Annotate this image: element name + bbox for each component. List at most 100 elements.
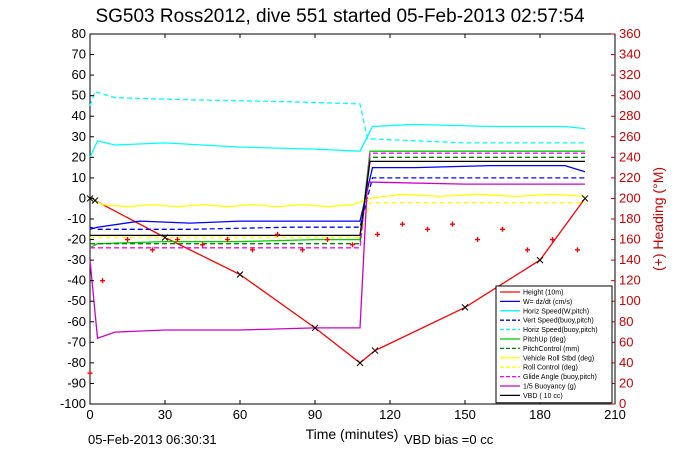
series-line-horiz-speed-buoy-pitch	[89, 90, 585, 144]
heading-marker	[375, 231, 380, 237]
depth-marker	[536, 256, 544, 264]
x-tick-label: 120	[379, 407, 401, 422]
axes-layer: 0 30 60 90 120 150 180 21080706050403020100-10-…	[60, 26, 641, 422]
heading-marker	[225, 237, 230, 243]
right-tick-label: 80	[619, 314, 633, 329]
x-tick-label: 90	[308, 407, 322, 422]
y-tick-label: 0	[79, 190, 86, 205]
y-tick-label: -50	[67, 293, 86, 308]
right-tick-label: 160	[619, 232, 641, 247]
heading-marker	[525, 247, 530, 253]
series-line-vehicle-roll-stbd-deg	[89, 193, 586, 208]
heading-marker	[325, 237, 330, 243]
y-tick-label: -10	[67, 211, 86, 226]
series-line-pitchcontrol-mm	[90, 156, 585, 245]
heading-marker	[200, 242, 205, 248]
series-line-w-dz-dt-cm-s	[89, 164, 586, 230]
heading-marker	[150, 247, 155, 253]
x-tick-label: 0	[86, 407, 93, 422]
y-tick-label: -40	[67, 273, 86, 288]
right-tick-label: 260	[619, 129, 641, 144]
series-line-glide-angle-buoy-pitch	[90, 152, 585, 249]
right-tick-label: 100	[619, 293, 641, 308]
heading-marker	[87, 370, 93, 376]
heading-marker	[450, 221, 455, 227]
legend-label: W= dz/dt (cm/s)	[523, 299, 572, 306]
right-tick-label: 340	[619, 47, 641, 62]
x-tick-label: 150	[454, 407, 476, 422]
legend-label: PitchControl (mm)	[523, 346, 579, 353]
right-tick-label: 120	[619, 273, 641, 288]
right-tick-label: 360	[619, 26, 641, 41]
footer-timestamp: 05-Feb-2013 06:30:31	[88, 432, 217, 447]
right-tick-label: 280	[619, 108, 641, 123]
x-axis-label: Time (minutes)	[306, 426, 399, 442]
heading-marker	[425, 226, 430, 232]
depth-marker	[356, 359, 364, 367]
legend-label: Horiz Speed(buoy,pitch)	[523, 327, 598, 334]
heading-marker	[400, 221, 405, 227]
heading-marker	[275, 231, 280, 237]
heading-marker	[175, 237, 180, 243]
y-tick-label: 10	[72, 170, 86, 185]
legend-label: Vehicle Roll Stbd (deg)	[523, 355, 594, 362]
right-tick-label: 60	[619, 334, 633, 349]
heading-marker	[125, 237, 130, 243]
series-line-1-5-buoyancy-g	[89, 181, 585, 340]
right-tick-label: 320	[619, 67, 641, 82]
right-tick-label: 40	[619, 355, 633, 370]
depth-marker	[581, 195, 589, 202]
y-tick-label: 40	[72, 108, 86, 123]
x-tick-label: 30	[158, 407, 172, 422]
y-tick-label: -20	[67, 232, 86, 247]
right-tick-label: 20	[619, 375, 633, 390]
heading-marker	[575, 247, 580, 253]
heading-marker	[250, 247, 255, 253]
right-tick-label: 240	[619, 149, 641, 164]
right-tick-label: 140	[619, 252, 641, 267]
series-line-height-10m	[89, 197, 586, 364]
heading-marker	[550, 237, 555, 243]
right-tick-label: 0	[619, 396, 626, 411]
series-layer	[86, 90, 589, 376]
series-line-horiz-speed-w-pitch	[89, 123, 586, 158]
right-axis-label: (+) Heading (°M)	[650, 167, 666, 271]
right-tick-label: 300	[619, 88, 641, 103]
right-tick-label: 220	[619, 170, 641, 185]
legend-label: Glide Angle (buoy,pitch)	[523, 374, 597, 381]
depth-marker	[311, 324, 319, 332]
legend-label: Height (10m)	[523, 290, 563, 297]
series-line-vert-speed-buoy-pitch	[89, 177, 585, 230]
y-tick-label: -30	[67, 252, 86, 267]
legend-label: VBD ( 10 cc)	[523, 393, 563, 400]
y-tick-label: 30	[72, 129, 86, 144]
legend: Height (10m) W= dz/dt (cm/s) Horiz Speed(W…	[495, 285, 613, 404]
y-tick-label: 60	[72, 67, 86, 82]
series-line-pitchup-deg	[89, 150, 585, 249]
series-line-vbd-10-cc	[90, 160, 585, 237]
heading-marker	[100, 278, 105, 284]
y-tick-label: 70	[72, 47, 86, 62]
y-tick-label: 80	[72, 26, 86, 41]
x-tick-label: 180	[529, 407, 551, 422]
y-tick-label: -90	[67, 375, 86, 390]
depth-marker	[161, 234, 169, 241]
legend-label: Horiz Speed(W,pitch)	[523, 308, 589, 315]
y-tick-label: -80	[67, 355, 86, 370]
y-tick-label: 20	[72, 149, 86, 164]
x-tick-label: 60	[233, 407, 247, 422]
right-tick-label: 200	[619, 190, 641, 205]
y-tick-label: -70	[67, 334, 86, 349]
legend-label: 1/5 Buoyancy (g)	[523, 384, 576, 391]
heading-marker	[475, 237, 480, 243]
heading-marker	[500, 226, 505, 232]
legend-box	[495, 285, 613, 404]
right-tick-label: 180	[619, 211, 641, 226]
y-tick-label: 50	[72, 88, 86, 103]
y-tick-label: -100	[60, 396, 86, 411]
x-tick-label: 210	[604, 407, 626, 422]
legend-label: Roll Control (deg)	[523, 365, 578, 372]
depth-marker	[371, 347, 379, 354]
legend-label: PitchUp (deg)	[523, 337, 566, 344]
